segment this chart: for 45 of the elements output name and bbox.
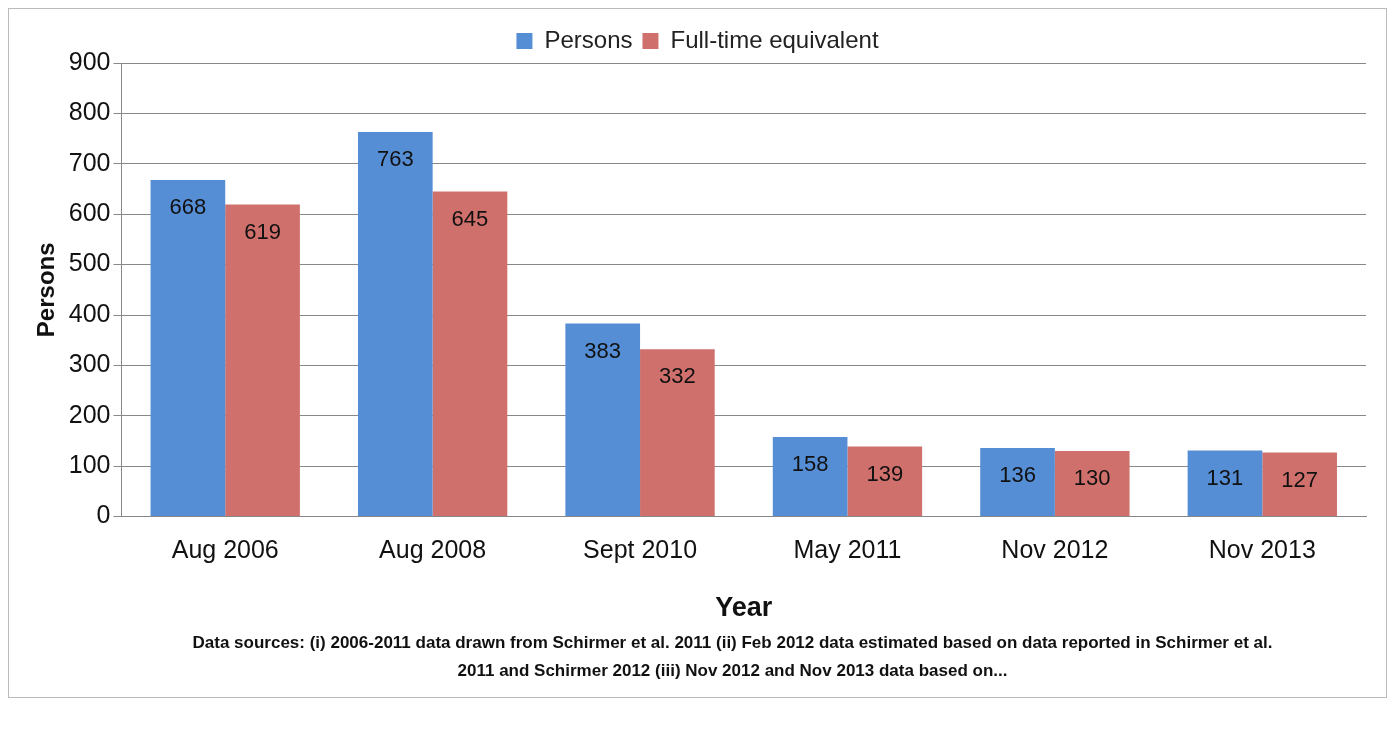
- bar: [1262, 452, 1337, 517]
- y-tick-label: 800: [68, 97, 111, 126]
- data-label: 645: [451, 205, 489, 231]
- y-tick-label: 300: [68, 349, 111, 378]
- x-tick-label: Sept 2010: [583, 535, 698, 564]
- data-label: 619: [244, 218, 281, 244]
- bar: [980, 448, 1055, 517]
- bar: [1054, 451, 1130, 517]
- x-axis-title: Year: [715, 592, 773, 623]
- legend-label: Persons: [544, 25, 633, 53]
- bar: [772, 436, 848, 517]
- bar: [565, 323, 641, 517]
- y-tick-label: 0: [96, 500, 111, 529]
- data-label: 130: [1073, 465, 1111, 491]
- y-tick-label: 500: [68, 248, 111, 277]
- bar: [640, 349, 715, 517]
- bar: [847, 446, 923, 517]
- x-tick-label: May 2011: [793, 535, 902, 564]
- bar: [432, 191, 508, 517]
- bar: [225, 204, 300, 517]
- y-tick-label: 900: [68, 46, 111, 75]
- data-label: 668: [169, 193, 207, 219]
- y-axis-title: Persons: [32, 242, 60, 338]
- bar: [357, 132, 433, 517]
- y-tick-label: 600: [68, 198, 111, 227]
- data-label: 139: [866, 460, 904, 486]
- legend-label: Full-time equivalent: [670, 25, 879, 53]
- x-tick-label: Aug 2006: [171, 535, 279, 564]
- y-tick-label: 200: [68, 399, 111, 428]
- y-tick-label: 700: [68, 147, 111, 176]
- x-tick-label: Aug 2008: [379, 535, 487, 564]
- data-label: 131: [1206, 464, 1244, 490]
- text: Data sources: (i) 2006-2011 data drawn from Schirmer et al. 2011 (ii) Feb 2012 data estimated based on data reported in Schirmer et al. 2011 and Schirmer 2012 (iii) Nov 2012 and Nov 2013 data based on...: [191, 632, 1273, 682]
- data-label: 383: [584, 337, 622, 363]
- y-tick-label: 100: [68, 450, 111, 479]
- data-label: 127: [1281, 466, 1318, 492]
- y-tick-label: 400: [68, 298, 111, 327]
- data-label: 763: [376, 146, 414, 172]
- x-tick-label: Nov 2012: [1001, 535, 1109, 564]
- data-label: 136: [999, 462, 1036, 488]
- data-label: 158: [791, 451, 829, 477]
- bar: [150, 179, 226, 517]
- bar: [1187, 450, 1263, 517]
- x-tick-label: Nov 2013: [1208, 535, 1316, 564]
- data-label: 332: [659, 363, 696, 389]
